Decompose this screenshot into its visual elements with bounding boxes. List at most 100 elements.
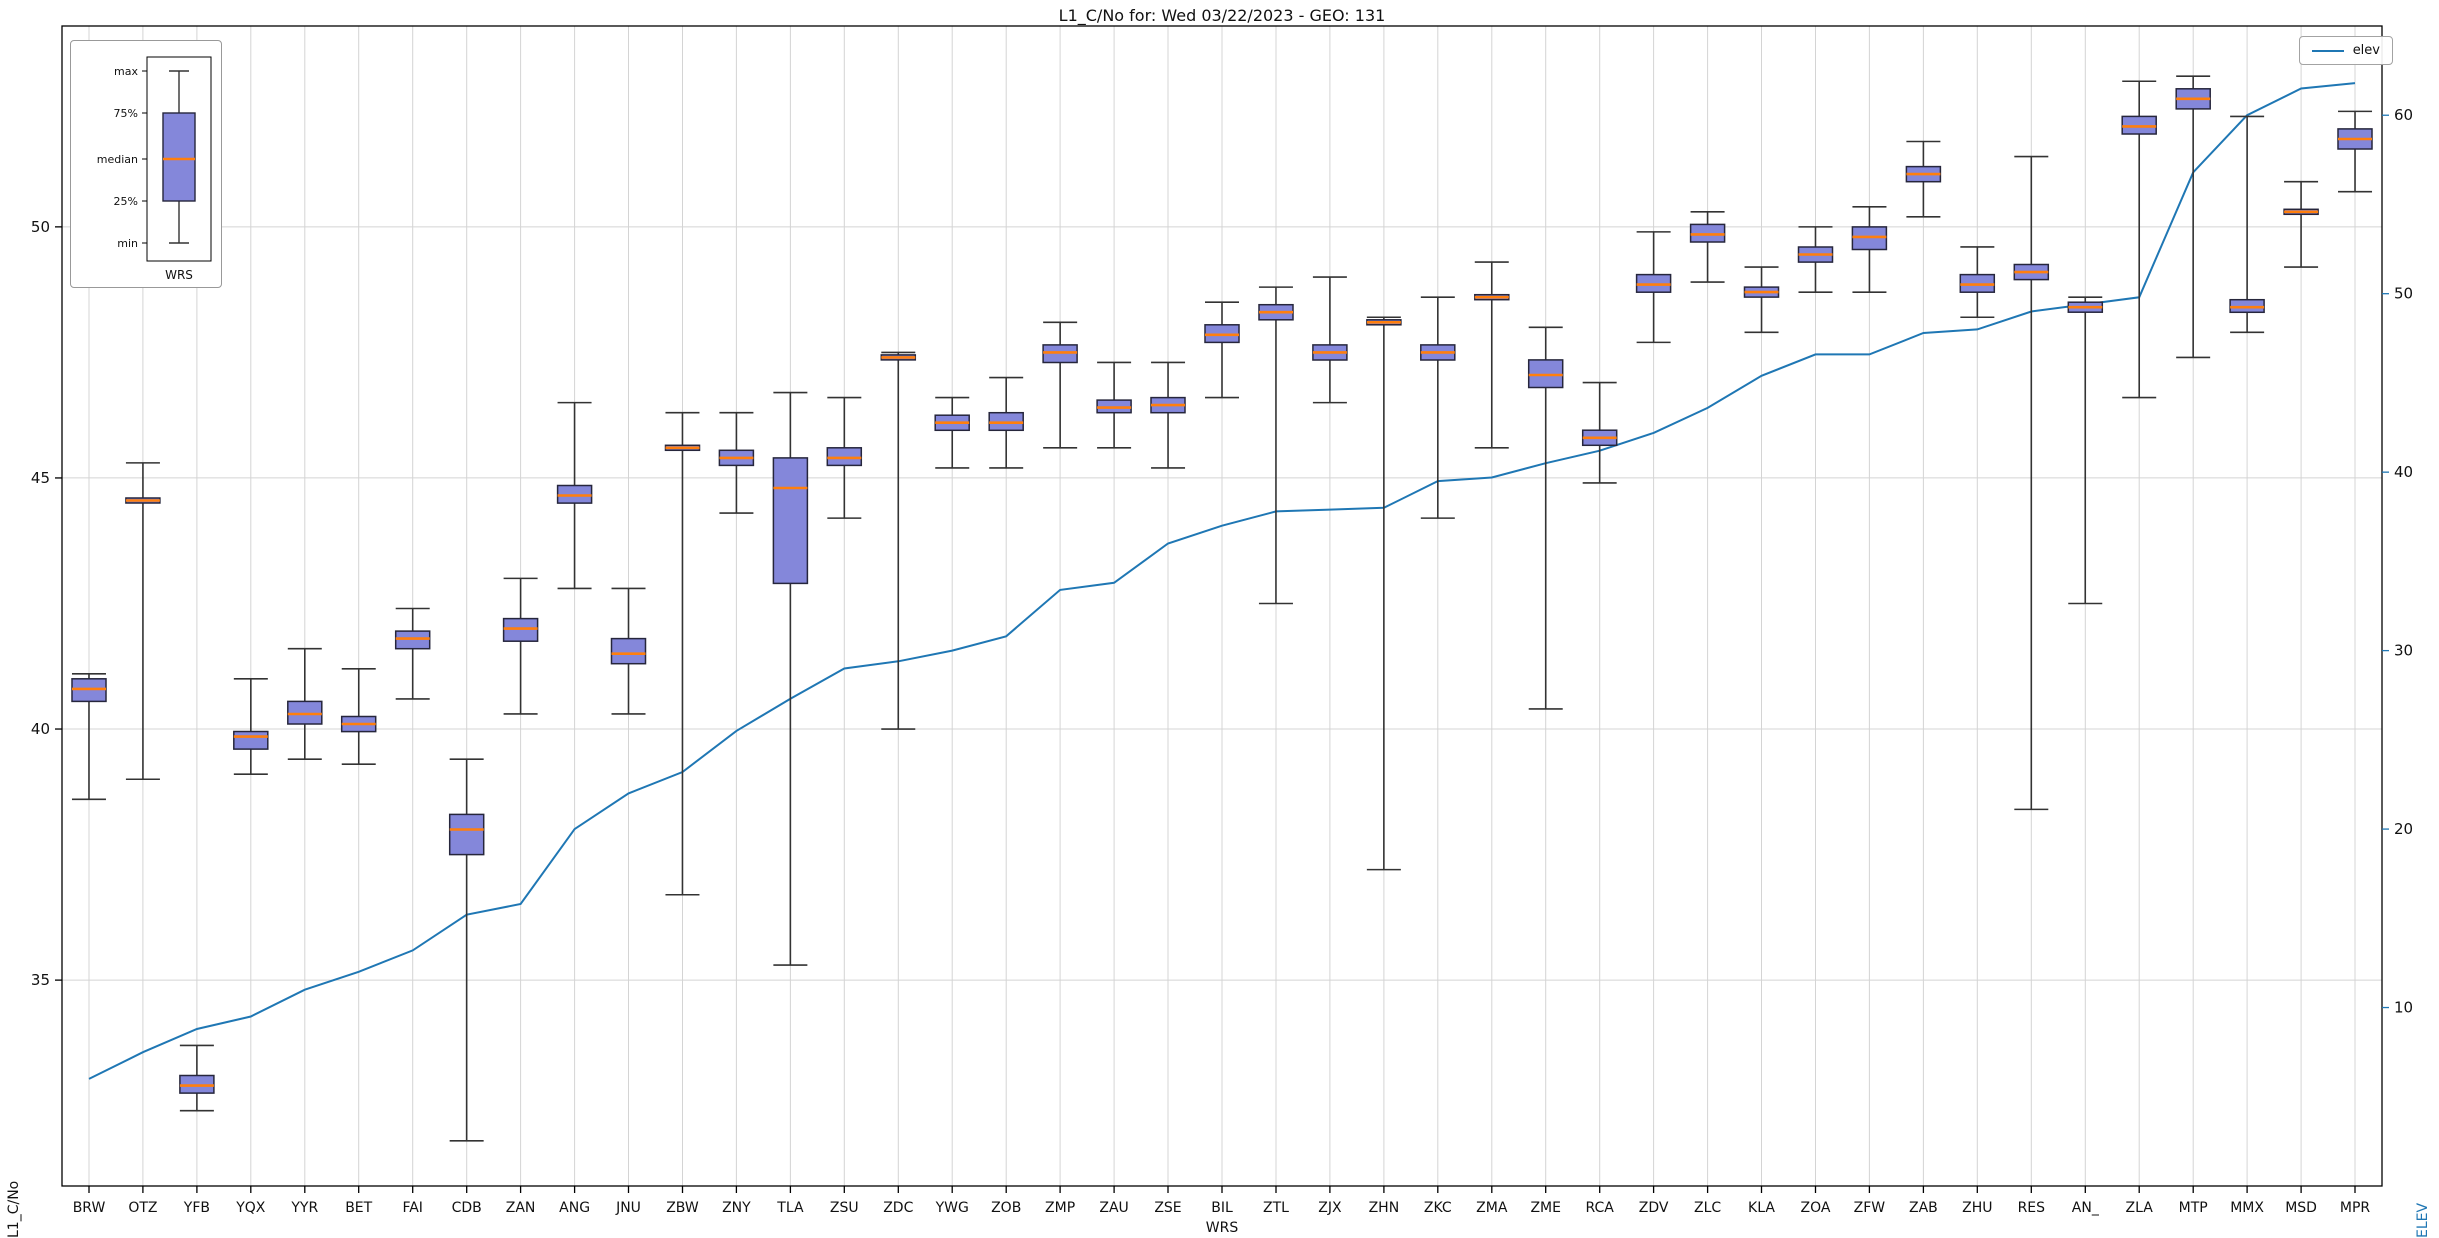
svg-text:CDB: CDB	[452, 1200, 482, 1216]
y-axis-right-ticks: 10 20 30 40 50 60	[2382, 106, 2413, 1017]
x-axis-ticks: BRW OTZ YFB YQX YYR BET FAI CDB ZAN ANG JNU ZBW ZNY T…	[73, 1186, 2370, 1216]
box-MMX	[2229, 115, 2265, 334]
svg-text:BRW: BRW	[73, 1200, 106, 1216]
box-ZDC	[880, 351, 917, 730]
svg-text:MSD: MSD	[2285, 1200, 2317, 1216]
box-ZSU	[826, 396, 863, 519]
svg-text:AN_: AN_	[2072, 1200, 2100, 1216]
box-MSD	[2283, 180, 2319, 268]
svg-text:50: 50	[2394, 285, 2413, 303]
svg-text:ZDC: ZDC	[883, 1200, 913, 1216]
legend-inset: max 75% median 25% min WRS	[70, 40, 222, 288]
box-KLA	[1743, 266, 1780, 334]
svg-text:ZMP: ZMP	[1045, 1200, 1075, 1216]
svg-text:20: 20	[2394, 820, 2413, 838]
svg-text:ZAN: ZAN	[506, 1200, 536, 1216]
y-axis-label-right: ELEV	[2415, 1202, 2431, 1238]
svg-text:ZSE: ZSE	[1154, 1200, 1181, 1216]
box-ZHN	[1366, 316, 1402, 871]
svg-text:ZOB: ZOB	[991, 1200, 1021, 1216]
box-YQX	[233, 678, 269, 776]
svg-text:OTZ: OTZ	[128, 1200, 157, 1216]
box-JNU	[610, 587, 647, 715]
svg-text:MMX: MMX	[2230, 1200, 2264, 1216]
y-axis-label-left: L1_C/No	[6, 1180, 22, 1238]
svg-text:45: 45	[31, 469, 50, 487]
svg-text:ZTL: ZTL	[1263, 1200, 1289, 1216]
svg-text:ZFW: ZFW	[1854, 1200, 1886, 1216]
svg-text:ZNY: ZNY	[722, 1200, 751, 1216]
box-AN_	[2067, 296, 2104, 605]
inset-xlabel: WRS	[165, 268, 193, 282]
legend-elev: elev	[2298, 36, 2393, 65]
svg-text:RES: RES	[2018, 1200, 2046, 1216]
inset-annotation-ticks	[142, 70, 147, 244]
inset-label-median: median	[97, 153, 138, 166]
legend-elev-label: elev	[2352, 43, 2380, 58]
inset-label-min: min	[117, 237, 138, 250]
box-ZLC	[1689, 211, 1726, 283]
box-YYR	[287, 647, 323, 760]
svg-text:ZAU: ZAU	[1099, 1200, 1128, 1216]
svg-text:ZHN: ZHN	[1369, 1200, 1400, 1216]
box-CDB	[448, 758, 485, 1142]
svg-text:MTP: MTP	[2179, 1200, 2208, 1216]
box-YFB	[179, 1044, 215, 1112]
box-BET	[340, 667, 377, 765]
box-ZNY	[718, 411, 755, 514]
svg-text:YFB: YFB	[183, 1200, 210, 1216]
box-ZSE	[1150, 361, 1186, 469]
box-RCA	[1581, 381, 1618, 484]
svg-text:ZMA: ZMA	[1476, 1200, 1508, 1216]
svg-text:RCA: RCA	[1586, 1200, 1615, 1216]
box-ANG	[556, 401, 593, 590]
box-ZME	[1527, 326, 1564, 710]
svg-text:YQX: YQX	[235, 1200, 266, 1216]
svg-text:ZLA: ZLA	[2126, 1200, 2154, 1216]
box-ZAB	[1905, 140, 1942, 218]
box-ZOB	[988, 376, 1024, 469]
box-ZLA	[2121, 80, 2157, 399]
svg-text:JNU: JNU	[615, 1200, 641, 1216]
box-ZAN	[502, 577, 539, 715]
inset-mini-boxplot	[162, 70, 196, 244]
svg-text:ZHU: ZHU	[1962, 1200, 1992, 1216]
svg-text:FAI: FAI	[402, 1200, 422, 1216]
svg-text:ZSU: ZSU	[830, 1200, 859, 1216]
box-MPR	[2337, 110, 2373, 193]
svg-text:35: 35	[31, 971, 50, 989]
svg-text:40: 40	[2394, 463, 2413, 481]
box-ZKC	[1420, 296, 1456, 519]
inset-label-25: 25%	[114, 195, 138, 208]
box-ZBW	[664, 411, 701, 896]
svg-text:ZBW: ZBW	[666, 1200, 699, 1216]
svg-text:ANG: ANG	[559, 1200, 590, 1216]
inset-label-max: max	[114, 65, 138, 78]
svg-text:60: 60	[2394, 106, 2413, 124]
box-ZMP	[1042, 321, 1078, 449]
inset-label-75: 75%	[114, 107, 138, 120]
svg-text:ZJX: ZJX	[1318, 1200, 1342, 1216]
box-ZJX	[1312, 276, 1348, 404]
box-ZDV	[1635, 231, 1672, 344]
elev-line-swatch	[2311, 49, 2344, 52]
svg-text:ZME: ZME	[1530, 1200, 1561, 1216]
svg-text:ZLC: ZLC	[1694, 1200, 1721, 1216]
svg-text:10: 10	[2394, 999, 2413, 1017]
svg-text:ZKC: ZKC	[1424, 1200, 1452, 1216]
svg-text:YYR: YYR	[290, 1200, 318, 1216]
box-MTP	[2175, 75, 2211, 359]
svg-text:ZOA: ZOA	[1801, 1200, 1831, 1216]
box-ZOA	[1797, 226, 1834, 293]
box-FAI	[394, 607, 431, 700]
y-axis-left-ticks: 35 40 45 50	[31, 218, 62, 989]
svg-text:BET: BET	[345, 1200, 372, 1216]
svg-text:40: 40	[31, 720, 50, 738]
box-BRW	[71, 672, 107, 801]
chart-title: L1_C/No for: Wed 03/22/2023 - GEO: 131	[1058, 6, 1386, 25]
box-ZFW	[1851, 205, 1888, 293]
box-ZTL	[1258, 286, 1294, 605]
box-YWG	[934, 396, 970, 469]
